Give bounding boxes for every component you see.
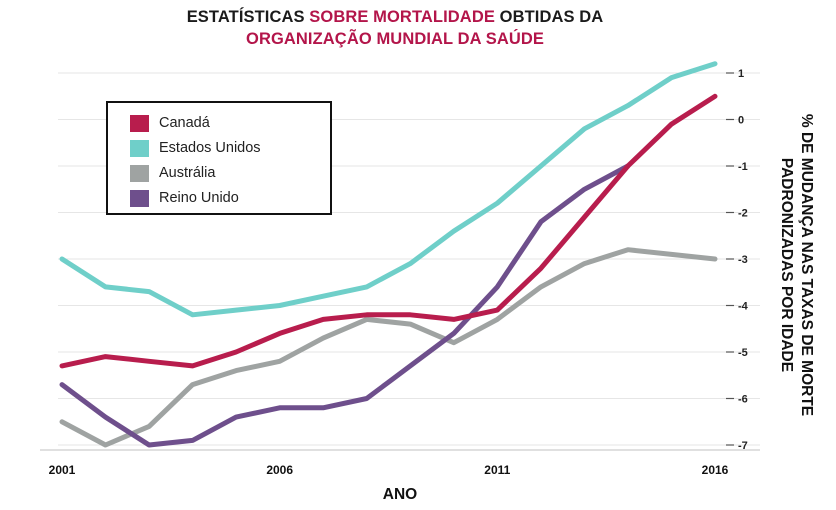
series-line-reino-unido (59, 163, 631, 448)
y-tick-label: -2 (738, 208, 748, 220)
series-line-estados-unidos (59, 61, 718, 318)
legend-swatch-australia (130, 164, 149, 182)
y-axis-label-line-2: PADRONIZADAS POR IDADE (778, 157, 795, 373)
legend-label-canada: Canadá (159, 115, 210, 131)
y-tick-label: -6 (738, 394, 748, 406)
legend-item-reino-unido: Reino Unido (130, 187, 239, 209)
legend-swatch-canada (130, 114, 149, 132)
y-tick-label: -7 (738, 440, 748, 452)
x-tick-label: 2001 (49, 463, 76, 477)
x-tick-label: 2006 (266, 463, 293, 477)
legend-label-australia: Austrália (159, 165, 216, 181)
legend-item-canada: Canadá (130, 112, 210, 134)
legend-item-australia: Austrália (130, 162, 215, 184)
y-tick-label: -5 (738, 347, 748, 359)
legend-swatch-estados-unidos (130, 139, 149, 157)
chart-title-line-1: ESTATÍSTICAS SOBRE MORTALIDADE OBTIDAS D… (0, 8, 790, 27)
y-tick-label: 1 (738, 68, 744, 80)
y-axis-label-line-1: % DE MUDANÇA NAS TAXAS DE MORTE (798, 113, 815, 417)
x-axis-ticks: 2001 2006 2011 2016 (49, 463, 729, 477)
series-lines (59, 61, 718, 448)
title-part-accent: SOBRE MORTALIDADE (309, 8, 495, 26)
title-part: OBTIDAS DA (494, 8, 604, 26)
legend-label-reino-unido: Reino Unido (159, 190, 239, 206)
series-line-canada (59, 93, 718, 369)
y-tick-label: -1 (738, 161, 748, 173)
legend-label-estados-unidos: Estados Unidos (159, 140, 261, 156)
x-tick-label: 2016 (702, 463, 729, 477)
legend-swatch-reino-unido (130, 189, 149, 207)
y-tick-label: 0 (738, 115, 744, 127)
y-tick-label: -3 (738, 254, 748, 266)
series-line-australia (59, 247, 718, 448)
legend-item-estados-unidos: Estados Unidos (130, 137, 261, 159)
x-axis-label: ANO (382, 486, 418, 503)
x-tick-label: 2011 (484, 463, 510, 477)
y-axis-ticks: 1 0 -1 -2 -3 -4 -5 -6 -7 (726, 68, 749, 452)
title-part: ESTATÍSTICAS (186, 8, 310, 26)
chart-title-line-2: ORGANIZAÇÃO MUNDIAL DA SAÚDE (246, 30, 544, 48)
legend: Canadá Estados Unidos Austrália Reino Un… (106, 101, 332, 215)
y-tick-label: -4 (738, 301, 749, 313)
